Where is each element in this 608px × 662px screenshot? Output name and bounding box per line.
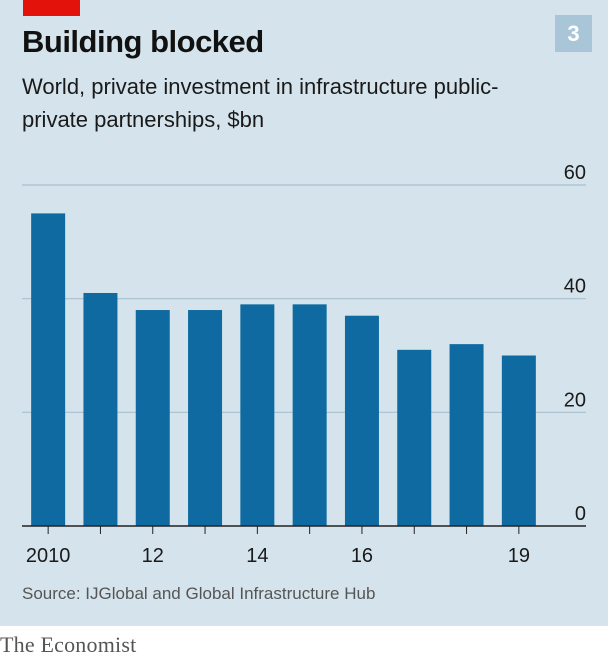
chart-number-badge: 3 xyxy=(555,15,592,52)
source-note: Source: IJGlobal and Global Infrastructu… xyxy=(22,584,376,603)
y-tick-label: 20 xyxy=(564,389,586,411)
brand-red-tag xyxy=(23,0,80,16)
bar-chart: 0 20 40 60 2010 12 14 16 19 xyxy=(22,162,586,567)
bar-2017 xyxy=(397,349,432,526)
bar-2018 xyxy=(449,344,484,526)
bar-2012 xyxy=(135,310,170,526)
x-tick-label: 12 xyxy=(142,545,164,567)
bar-2010 xyxy=(31,213,66,526)
bar-2011 xyxy=(83,292,118,526)
x-tick-label: 16 xyxy=(351,545,373,567)
bar-2019 xyxy=(501,355,536,526)
chart-subtitle: World, private investment in infrastruct… xyxy=(22,74,499,132)
x-tick-label: 2010 xyxy=(26,545,71,567)
y-tick-label: 40 xyxy=(564,276,586,298)
publisher-logo: The Economist xyxy=(0,632,137,657)
chart-title: Building blocked xyxy=(22,24,264,59)
bar-2016 xyxy=(344,315,379,526)
x-tick-label: 14 xyxy=(246,545,268,567)
bar-2014 xyxy=(240,304,275,526)
y-tick-label: 60 xyxy=(564,162,586,184)
y-tick-label: 0 xyxy=(575,503,586,525)
bar-2015 xyxy=(292,304,327,526)
x-tick-label: 19 xyxy=(508,545,530,567)
bar-2013 xyxy=(188,310,223,526)
